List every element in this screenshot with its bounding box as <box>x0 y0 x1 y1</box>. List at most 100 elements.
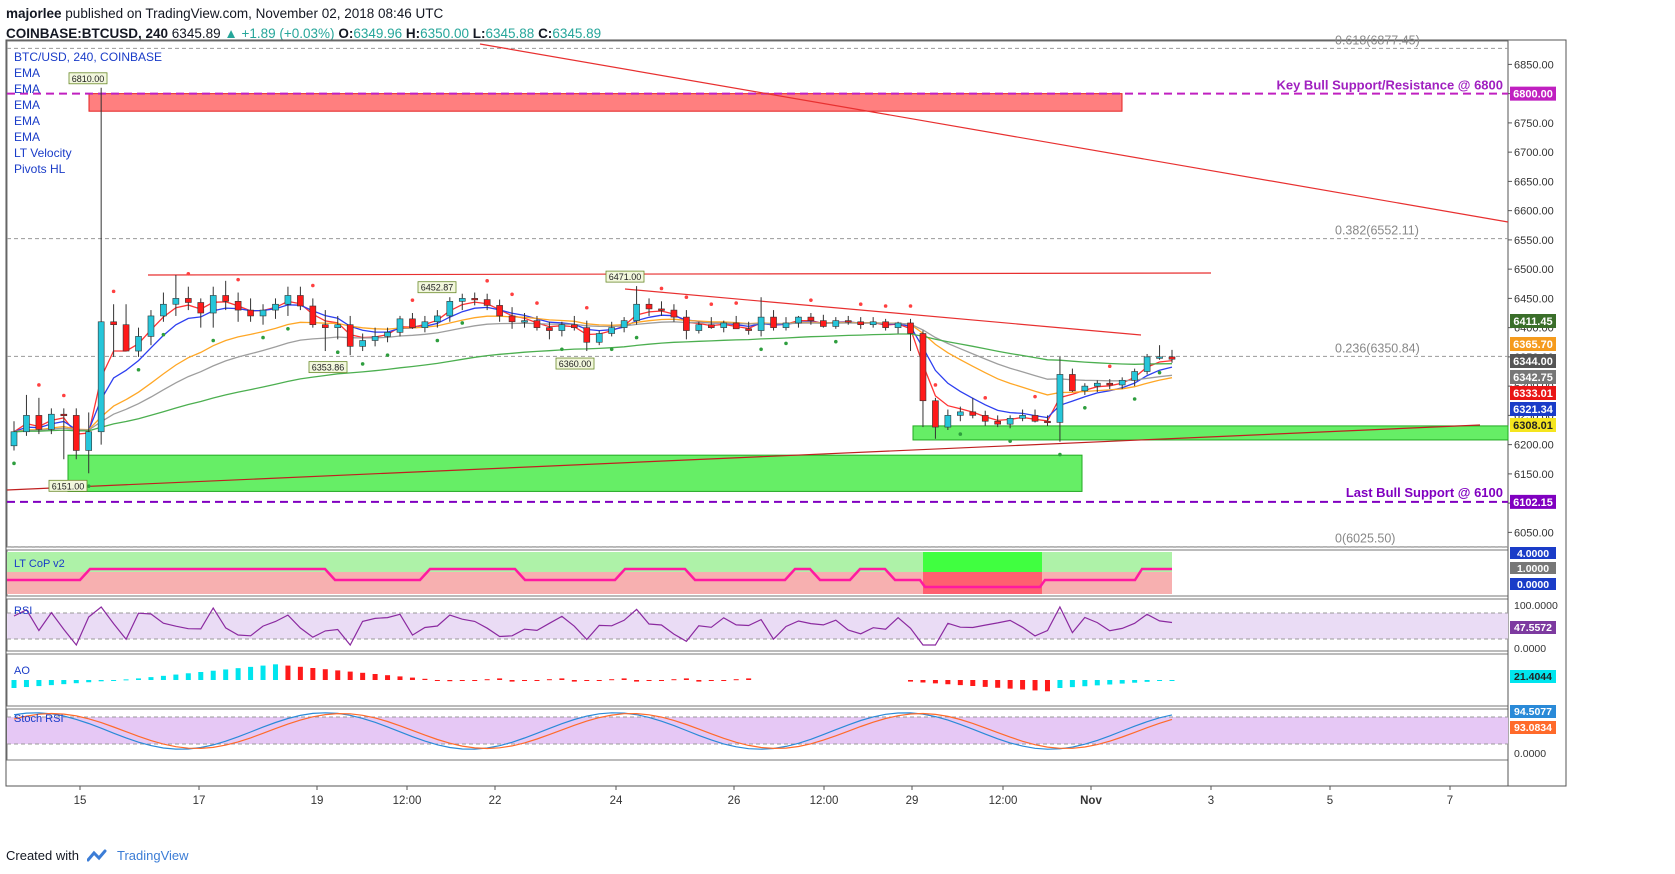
candle-up <box>272 303 279 311</box>
symbol-label[interactable]: COINBASE:BTCUSD, 240 <box>6 26 169 41</box>
candle-down <box>1106 382 1114 386</box>
candle-up <box>1081 385 1089 392</box>
price-badge <box>1510 354 1556 368</box>
candle-down <box>707 324 715 328</box>
ao-bar <box>272 664 278 680</box>
ao-bar <box>970 680 976 686</box>
ao-bar <box>1132 680 1138 683</box>
stoch-badge <box>1510 705 1556 718</box>
key-bull-label: Key Bull Support/Resistance @ 6800 <box>1276 78 1503 93</box>
velocity-dot <box>1157 370 1162 375</box>
ao-bar <box>472 680 478 681</box>
candle-down <box>1069 374 1076 392</box>
ao-bar <box>48 680 54 686</box>
cop-badge <box>1510 562 1556 574</box>
pivot-label-box <box>308 361 348 374</box>
candle-up <box>944 415 952 428</box>
velocity-dot <box>261 335 265 340</box>
ao-bar <box>160 675 166 680</box>
ao-bar <box>721 680 727 681</box>
candle-up <box>160 303 167 317</box>
candle-down <box>309 305 317 326</box>
candle-down <box>60 413 68 417</box>
candle-down <box>122 324 130 352</box>
ao-bar <box>409 677 415 680</box>
candle-down <box>969 411 977 416</box>
candle-up <box>633 303 640 321</box>
candle-up <box>1156 356 1163 359</box>
velocity-dot <box>1033 394 1037 399</box>
symbol-line: COINBASE:BTCUSD, 240 6345.89 ▲ +1.89 (+0… <box>6 24 1666 44</box>
ao-bar <box>634 680 640 682</box>
ao-bar <box>372 674 378 680</box>
velocity-dot <box>12 461 16 466</box>
candle-up <box>458 298 466 302</box>
ao-bar <box>285 665 291 680</box>
support-zone-lower <box>67 454 1083 492</box>
candle-up <box>384 332 391 337</box>
ao-bar <box>123 679 129 681</box>
candle-up <box>135 336 142 352</box>
velocity-dot <box>659 286 664 291</box>
high-label: H: <box>405 26 421 41</box>
tradingview-brand[interactable]: TradingView <box>116 848 189 863</box>
cop-badge-label: 1.0000 <box>1517 563 1549 575</box>
velocity-dot <box>86 484 91 488</box>
velocity-dot <box>634 335 639 340</box>
stoch-band <box>7 717 1508 744</box>
rsi-badge-label: 47.5572 <box>1514 622 1552 634</box>
ao-bar <box>957 680 963 686</box>
candle-up <box>359 340 366 347</box>
ao-bar <box>945 680 951 685</box>
candle-up <box>48 413 55 430</box>
candle-up <box>147 315 155 337</box>
candle-up <box>595 333 603 343</box>
pivot-label-6360: 6360.00 <box>559 359 592 369</box>
uptrend-support-line <box>6 424 1481 491</box>
candle-down <box>533 320 541 328</box>
velocity-dot <box>360 362 365 366</box>
open-label: O: <box>338 26 354 41</box>
rsi-badge <box>1510 621 1556 634</box>
ao-bar <box>995 680 1001 688</box>
time-tick-label: 26 <box>728 795 741 807</box>
candle-down <box>770 316 777 328</box>
candle-down <box>732 322 740 330</box>
ao-bar <box>1007 680 1013 689</box>
price-badge <box>1510 314 1556 328</box>
price-tick-label: 6750.00 <box>1514 118 1554 130</box>
ao-bar <box>23 680 29 688</box>
fib-0618-label: 0.618(6877.45) <box>1335 33 1420 47</box>
resistance-zone <box>88 93 1123 112</box>
time-tick-label: 17 <box>193 795 206 807</box>
low-label: L: <box>472 26 486 41</box>
ao-bar <box>297 666 303 680</box>
candle-down <box>247 309 254 317</box>
candle-up <box>10 431 18 447</box>
velocity-dot <box>560 347 564 352</box>
velocity-dot <box>883 304 888 308</box>
candle-up <box>832 320 840 327</box>
pivot-label-6151: 6151.00 <box>52 481 85 491</box>
velocity-dot <box>609 347 614 352</box>
stoch-k-line <box>13 712 1173 750</box>
price-badge-label: 6321.34 <box>1513 404 1554 416</box>
author-name[interactable]: majorlee <box>6 6 62 21</box>
ao-bar <box>621 678 627 680</box>
candle-up <box>1131 371 1138 381</box>
ao-bar <box>260 665 266 680</box>
candle-up <box>209 295 217 314</box>
cop-signal-line <box>7 567 1172 589</box>
ao-bar <box>347 671 353 680</box>
ao-bar <box>111 680 117 681</box>
ao-bar <box>1094 680 1100 686</box>
velocity-dot <box>1107 364 1112 369</box>
last-bull-label: Last Bull Support @ 6100 <box>1346 485 1503 500</box>
ao-bar <box>596 680 602 681</box>
velocity-dot <box>236 277 240 282</box>
time-tick-label: 15 <box>74 795 87 807</box>
price-badge-label: 6333.01 <box>1513 388 1553 400</box>
ao-bar <box>584 680 590 681</box>
stoch-title: Stoch RSI <box>14 713 64 725</box>
